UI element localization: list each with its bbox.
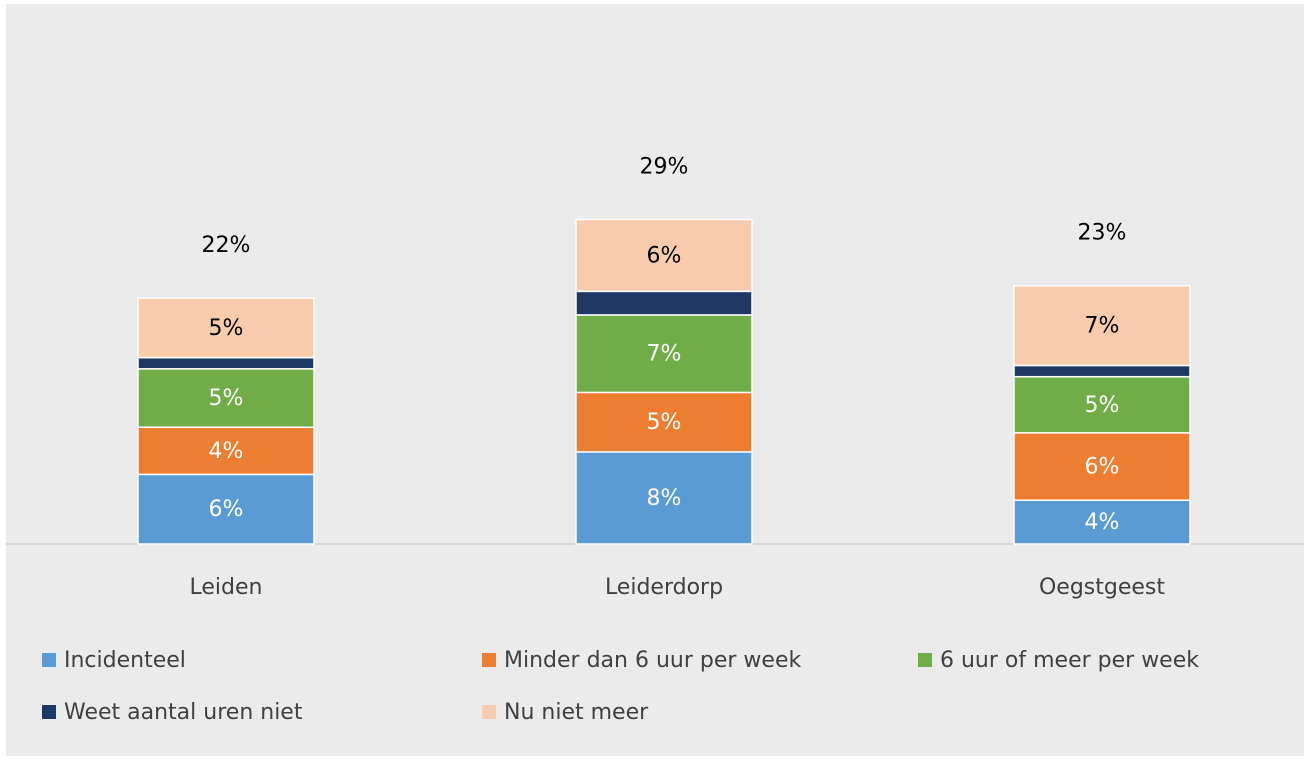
data-label: 6% (647, 243, 682, 268)
bar-segment (575, 218, 753, 293)
total-label: 29% (640, 154, 689, 179)
x-tick-label: Oegstgeest (1039, 575, 1165, 600)
data-label: 5% (1085, 393, 1120, 418)
data-label: 4% (209, 439, 244, 464)
legend-swatch (42, 705, 56, 719)
bar-segment (575, 391, 753, 453)
legend-label: Minder dan 6 uur per week (504, 648, 801, 673)
legend-swatch (482, 653, 496, 667)
bar-segment (137, 426, 315, 476)
data-label: 6% (1085, 455, 1120, 480)
bar-segment (137, 297, 315, 359)
data-label: 5% (209, 386, 244, 411)
legend-label: Nu niet meer (504, 700, 649, 725)
bar-segment (137, 473, 315, 545)
total-label: 23% (1078, 221, 1127, 246)
bar-segment (575, 290, 753, 316)
data-label: 8% (647, 486, 682, 511)
bar-segment (575, 451, 753, 545)
bar-segment (1013, 499, 1191, 545)
legend-label: Weet aantal uren niet (64, 700, 303, 725)
data-label: 5% (647, 410, 682, 435)
bar-segment (575, 314, 753, 394)
bar-segment (137, 356, 315, 370)
legend-swatch (42, 653, 56, 667)
data-label: 7% (1085, 314, 1120, 339)
data-label: 4% (1085, 510, 1120, 535)
bar-segment (1013, 284, 1191, 367)
x-tick-label: Leiderdorp (605, 575, 723, 600)
bar-segment (1013, 364, 1191, 378)
data-label: 5% (209, 316, 244, 341)
legend-swatch (918, 653, 932, 667)
data-label: 7% (647, 342, 682, 367)
bar-segment (1013, 375, 1191, 434)
legend-label: 6 uur of meer per week (940, 648, 1199, 673)
x-tick-label: Leiden (190, 575, 263, 600)
legend-label: Incidenteel (64, 648, 186, 673)
data-label: 6% (209, 497, 244, 522)
total-label: 22% (202, 233, 251, 258)
legend-swatch (482, 705, 496, 719)
